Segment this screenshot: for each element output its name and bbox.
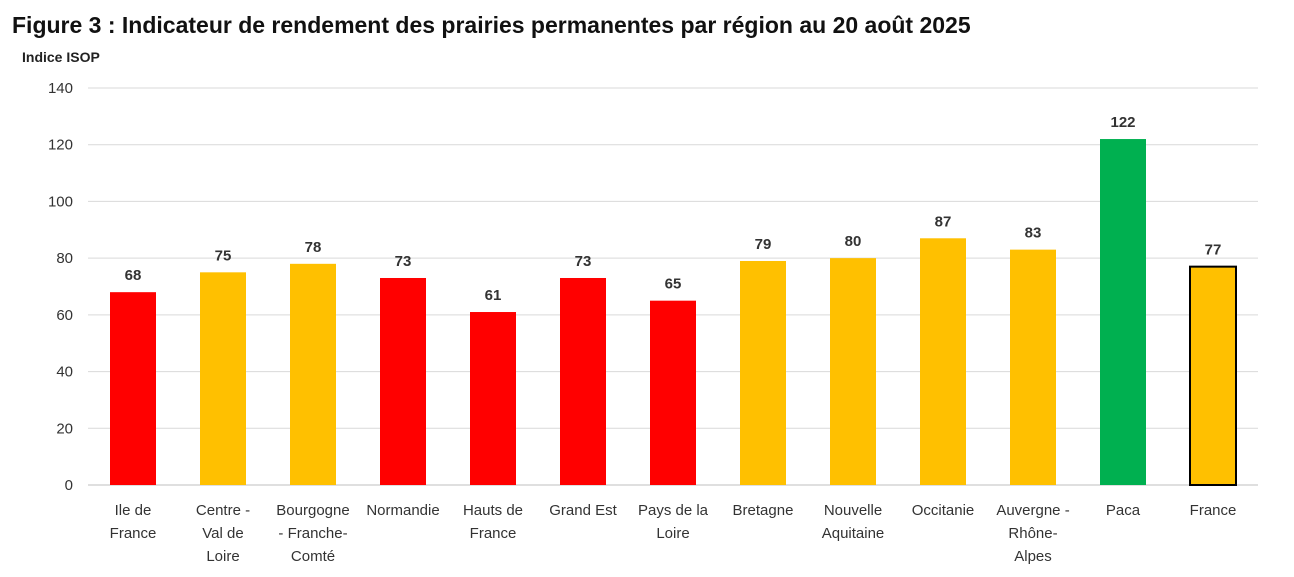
bar	[740, 260, 786, 485]
category-label: Centre - Val de Loire	[196, 502, 250, 565]
y-tick-label: 20	[56, 420, 73, 437]
bar	[290, 263, 336, 485]
bar	[1100, 139, 1146, 486]
category-label-line: Loire	[206, 548, 239, 565]
category-label-line: Nouvelle	[824, 502, 882, 519]
category-label: France	[1190, 502, 1237, 519]
bar	[830, 258, 876, 485]
category-label-line: France	[470, 525, 517, 542]
y-tick-label: 120	[48, 137, 73, 154]
category-label-line: Ile de	[115, 502, 152, 519]
category-label-line: Pays de la	[638, 502, 709, 519]
category-label-line: Bourgogne	[276, 502, 349, 519]
data-label: 79	[755, 236, 772, 253]
data-labels: 68 75 78 73 61 73 65 79 80 87 83 122 77	[125, 114, 1222, 304]
bar	[560, 277, 606, 485]
data-label: 61	[485, 287, 502, 304]
bar	[1010, 249, 1056, 485]
category-label-line: Loire	[656, 525, 689, 542]
category-label: Grand Est	[549, 502, 617, 519]
category-label: Bretagne	[733, 502, 794, 519]
bar	[650, 300, 696, 485]
bars	[110, 139, 1237, 486]
data-label: 78	[305, 239, 322, 256]
data-label: 65	[665, 276, 682, 293]
y-axis-ticks: 0 20 40 60 80 100 120 140	[48, 80, 73, 494]
y-tick-label: 40	[56, 364, 73, 381]
category-label-line: Comté	[291, 548, 335, 565]
data-label: 87	[935, 213, 952, 230]
category-label: Pays de la Loire	[638, 502, 709, 542]
category-label-line: France	[110, 525, 157, 542]
category-label-line: France	[1190, 502, 1237, 519]
bar	[200, 272, 246, 485]
category-label-line: Paca	[1106, 502, 1141, 519]
category-label: Hauts de France	[463, 502, 523, 542]
data-label: 75	[215, 247, 232, 264]
category-label-line: Occitanie	[912, 502, 975, 519]
category-label: Normandie	[366, 502, 439, 519]
y-tick-label: 140	[48, 80, 73, 97]
category-label-line: Grand Est	[549, 502, 617, 519]
category-label-line: Hauts de	[463, 502, 523, 519]
category-labels: Ile de France Centre - Val de Loire Bourgogne…	[110, 502, 1237, 565]
category-label: Ile de France	[110, 502, 157, 542]
data-label: 83	[1025, 225, 1042, 242]
category-label: Auvergne - Rhône- Alpes	[996, 502, 1069, 565]
category-label: Nouvelle Aquitaine	[822, 502, 885, 542]
category-label: Occitanie	[912, 502, 975, 519]
category-label-line: Rhône-	[1008, 525, 1057, 542]
y-tick-label: 80	[56, 250, 73, 267]
y-tick-label: 0	[65, 477, 73, 494]
bar	[470, 312, 516, 485]
chart-title: Figure 3 : Indicateur de rendement des p…	[12, 12, 971, 38]
category-label-line: Centre -	[196, 502, 250, 519]
category-label-line: Aquitaine	[822, 525, 885, 542]
y-tick-label: 100	[48, 193, 73, 210]
data-label: 68	[125, 267, 142, 284]
data-label: 122	[1110, 114, 1135, 131]
category-label-line: - Franche-	[278, 525, 347, 542]
bar	[920, 238, 966, 485]
category-label-line: Normandie	[366, 502, 439, 519]
y-axis-label: Indice ISOP	[22, 49, 100, 65]
category-label: Bourgogne - Franche- Comté	[276, 502, 349, 565]
data-label: 80	[845, 233, 862, 250]
bar	[1189, 265, 1237, 486]
bar	[380, 277, 426, 485]
category-label-line: Val de	[202, 525, 243, 542]
category-label: Paca	[1106, 502, 1141, 519]
bar	[110, 292, 156, 485]
category-label-line: Auvergne -	[996, 502, 1069, 519]
category-label-line: Alpes	[1014, 548, 1052, 565]
data-label: 73	[575, 253, 592, 270]
category-label-line: Bretagne	[733, 502, 794, 519]
y-tick-label: 60	[56, 307, 73, 324]
data-label: 73	[395, 253, 412, 270]
data-label: 77	[1205, 242, 1222, 259]
